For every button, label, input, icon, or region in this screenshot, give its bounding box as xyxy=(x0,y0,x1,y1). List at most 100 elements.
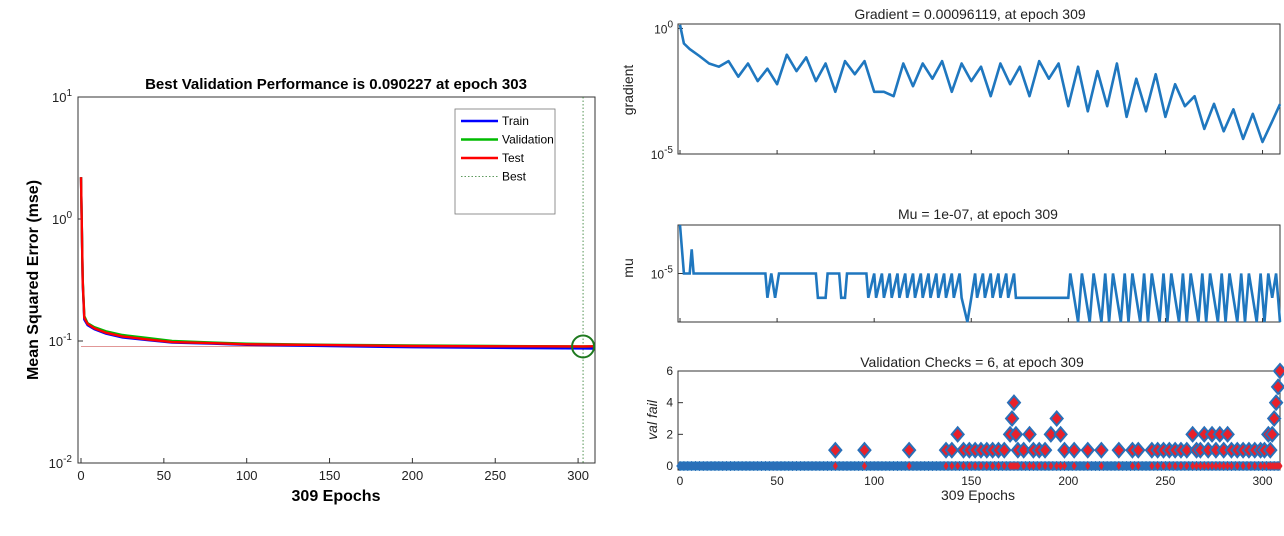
valfail-point xyxy=(1094,441,1109,459)
valfail-point xyxy=(1185,425,1200,443)
valfail-xtick-label: 300 xyxy=(1253,474,1273,488)
valfail-baseline-accent xyxy=(1197,462,1203,470)
valfail-point xyxy=(1130,441,1146,459)
valfail-point xyxy=(1179,441,1195,459)
gradient-chart: Gradient = 0.00096119, at epoch 309 1001… xyxy=(620,6,1282,162)
valfail-baseline-accent xyxy=(1178,462,1184,470)
valfail-baseline-accent xyxy=(1155,462,1161,470)
valfail-baseline-accent xyxy=(1194,462,1200,470)
perf-ytick-label: 10-2 xyxy=(49,454,73,471)
valfail-baseline-accent xyxy=(1071,462,1077,470)
valfail-ticks: 0 2 4 6 0 50 100 150 200 250 300 xyxy=(666,364,1273,488)
valfail-baseline-accent xyxy=(1172,462,1178,470)
valfail-point xyxy=(1262,441,1278,459)
valfail-xtick-label: 0 xyxy=(677,474,684,488)
valfail-baseline-accent xyxy=(1116,462,1122,470)
valfail-baseline-accent xyxy=(949,462,955,470)
gradient-title: Gradient = 0.00096119, at epoch 309 xyxy=(854,6,1086,22)
perf-legend: Train Validation Test Best xyxy=(454,108,556,215)
perf-series-test xyxy=(79,177,594,348)
valfail-baseline-accent xyxy=(1217,462,1223,470)
valfail-ylabel: val fail xyxy=(644,399,660,440)
valfail-baseline-accent xyxy=(1258,462,1264,470)
valfail-baseline-accent xyxy=(1058,462,1064,470)
valfail-point xyxy=(1043,425,1059,443)
legend-label-best: Best xyxy=(502,170,527,184)
valfail-baseline-accent xyxy=(1221,462,1227,470)
valfail-point xyxy=(1220,425,1235,443)
valfail-baseline-accent xyxy=(1061,462,1067,470)
valfail-point xyxy=(1037,441,1053,459)
valfail-baseline-accent xyxy=(1001,462,1007,470)
valfail-point xyxy=(1053,425,1068,443)
valfail-baseline-accent xyxy=(1042,462,1048,470)
valfail-point xyxy=(901,441,917,459)
legend-label-train: Train xyxy=(502,114,529,128)
valfail-xlabel: 309 Epochs xyxy=(941,487,1015,503)
valfail-point xyxy=(1016,441,1032,459)
valfail-point xyxy=(944,441,960,459)
valfail-baseline-accent xyxy=(1209,462,1215,470)
valfail-point xyxy=(1008,425,1024,443)
valfail-baseline-accent xyxy=(1277,462,1283,470)
valfail-baseline-accent xyxy=(1054,462,1060,470)
perf-plot-area xyxy=(79,97,596,463)
perf-ylabel: Mean Squared Error (mse) xyxy=(25,180,42,380)
valfail-baseline-accent xyxy=(1213,462,1219,470)
valfail-baseline-accent xyxy=(995,462,1001,470)
valfail-baseline-accent xyxy=(1234,462,1240,470)
valfail-point xyxy=(1272,362,1284,380)
valfail-baseline-accent xyxy=(1246,462,1252,470)
mu-series xyxy=(678,224,1282,323)
valfail-ytick-label: 6 xyxy=(666,364,673,378)
mu-ticks: 10-5 xyxy=(651,265,1264,322)
valfail-baseline-accent xyxy=(1027,462,1033,470)
perf-ytick-label: 100 xyxy=(52,210,72,227)
mu-ytick-label: 10-5 xyxy=(651,265,674,282)
valfail-ytick-label: 0 xyxy=(666,459,673,473)
valfail-xtick-label: 200 xyxy=(1058,474,1078,488)
valfail-point xyxy=(1268,394,1284,412)
mu-title: Mu = 1e-07, at epoch 309 xyxy=(898,206,1058,222)
perf-xtick-label: 300 xyxy=(567,468,589,483)
perf-xtick-label: 250 xyxy=(484,468,506,483)
gradient-axes-box xyxy=(677,23,1281,155)
valfail-point xyxy=(1049,409,1065,428)
valfail-point xyxy=(1270,378,1284,396)
valfail-baseline-accent xyxy=(1129,462,1135,470)
valfail-baseline-accent xyxy=(1030,462,1036,470)
valfail-xtick-label: 250 xyxy=(1155,474,1175,488)
valfail-point xyxy=(996,441,1012,459)
mu-plot-area xyxy=(678,224,1282,323)
perf-xlabel: 309 Epochs xyxy=(292,488,381,505)
valfail-baseline-accent xyxy=(960,462,966,470)
valfail-baseline-accent xyxy=(1240,462,1246,470)
perf-x-ticks: 0 50 100 150 200 250 300 xyxy=(77,458,589,483)
valfail-baseline-accent xyxy=(1021,462,1027,470)
legend-label-test: Test xyxy=(502,151,525,165)
perf-xtick-label: 100 xyxy=(236,468,258,483)
valfail-baseline-accent xyxy=(832,462,838,470)
valfail-xtick-label: 50 xyxy=(770,474,784,488)
valfail-baseline-accent xyxy=(1098,462,1104,470)
valfail-baseline-accent xyxy=(966,462,972,470)
valfail-xtick-label: 100 xyxy=(864,474,884,488)
valfail-baseline-accent xyxy=(861,462,867,470)
perf-xtick-label: 200 xyxy=(402,468,424,483)
valfail-baseline-accent xyxy=(1166,462,1172,470)
valfail-baseline-accent xyxy=(1135,462,1141,470)
valfail-chart: Validation Checks = 6, at epoch 309 0 2 4 6… xyxy=(644,354,1284,503)
valfail-baseline-accent xyxy=(1201,462,1207,470)
valfail-ytick-label: 4 xyxy=(666,396,673,410)
valfail-ytick-label: 2 xyxy=(666,427,673,441)
valfail-baseline-accent xyxy=(978,462,984,470)
valfail-title: Validation Checks = 6, at epoch 309 xyxy=(860,354,1084,370)
valfail-point xyxy=(1006,394,1022,412)
gradient-plot-area xyxy=(678,24,1282,144)
legend-label-validation: Validation xyxy=(502,133,554,147)
perf-title: Best Validation Performance is 0.090227 … xyxy=(145,76,527,93)
valfail-baseline-accent xyxy=(1228,462,1234,470)
valfail-point xyxy=(1266,409,1282,428)
valfail-point xyxy=(1066,441,1082,459)
